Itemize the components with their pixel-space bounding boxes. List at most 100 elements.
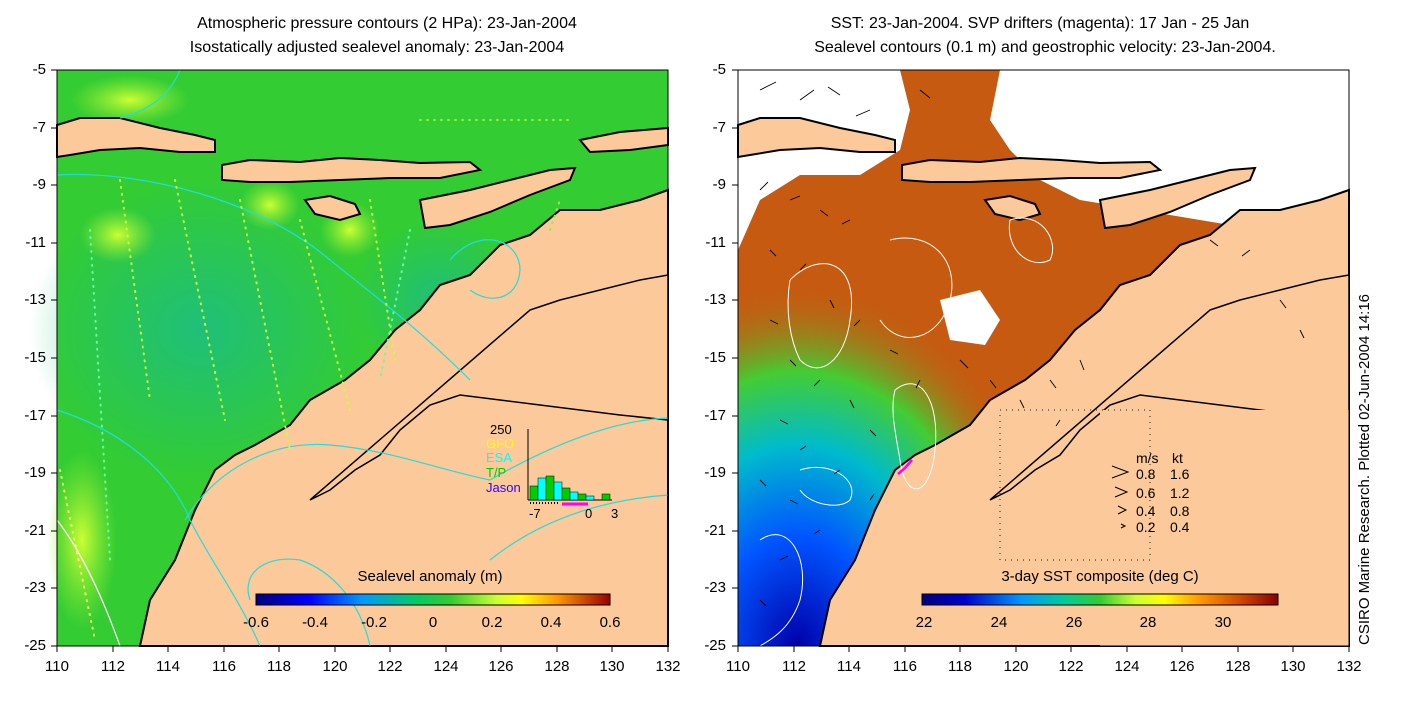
right-x-tick-label: 116: [893, 658, 917, 675]
plot-credit-note: CSIRO Marine Research. Plotted 02-Jun-20…: [1356, 293, 1373, 645]
inset-bar: [569, 491, 579, 501]
left-high-anomaly-region-5: [70, 75, 190, 125]
altimeter-track-esa-1: [89, 229, 111, 561]
right-x-tick-label: 114: [837, 658, 861, 675]
right-x-tick-label: 130: [1280, 658, 1306, 675]
velocity-legend-arrow-04: [1117, 505, 1128, 515]
left-x-tick-label: 130: [599, 658, 625, 675]
left-x-tick-label: 118: [267, 658, 291, 675]
velocity-legend-arrow-06: [1114, 486, 1129, 498]
left-x-tick-label: 112: [101, 658, 125, 675]
right-cloud-mask-north: [738, 70, 910, 250]
left-colorbar-tick: -0.4: [302, 614, 328, 631]
left-y-tick-label: -25: [24, 637, 46, 654]
left-y-tick-label: -7: [32, 119, 46, 136]
velocity-legend-kt: 1.6: [1170, 466, 1190, 482]
left-y-tick-label: -11: [25, 234, 46, 251]
inset-y-max-label: 250: [490, 422, 512, 437]
left-high-anomaly-region: [80, 207, 156, 263]
velocity-legend-ms: 0.6: [1136, 485, 1156, 501]
velocity-legend-ms: 0.4: [1136, 503, 1156, 519]
right-x-tick-label: 120: [1003, 658, 1029, 675]
inset-legend-esa: ESA: [486, 450, 513, 465]
left-pressure-contour-1: [56, 173, 471, 381]
left-pressure-contour-5: [247, 558, 371, 647]
inset-bar: [529, 485, 539, 501]
velocity-legend-header-ms: m/s: [1136, 450, 1159, 466]
left-colorbar-label: Sealevel anomaly (m): [357, 568, 503, 585]
right-y-tick-label: -11: [705, 234, 726, 251]
altimeter-track-gfo-1: [119, 179, 151, 401]
right-colorbar: [921, 593, 1279, 606]
right-y-tick-label: -7: [712, 119, 726, 136]
right-land-islands: [901, 156, 1163, 183]
right-sealevel-contours: [759, 217, 1054, 647]
inset-legend-gfo: GFO: [486, 436, 515, 451]
altimeter-track-esa-2: [379, 229, 411, 381]
left-pressure-contour-8: [119, 69, 181, 119]
left-y-tick-label: -17: [24, 407, 46, 424]
right-colorbar-tick: 24: [990, 614, 1008, 631]
right-y-tick-label: -5: [712, 61, 726, 78]
right-y-tick-label: -9: [712, 176, 726, 193]
left-high-anomaly-region-3: [240, 180, 300, 230]
inset-legend-tp: T/P: [486, 465, 507, 480]
right-y-tick-label: -23: [704, 579, 726, 596]
sealevel-contour: [892, 383, 937, 490]
sealevel-contour: [799, 466, 853, 506]
right-land-mask: [1100, 410, 1349, 646]
left-colorbar-tick: 0.4: [540, 614, 562, 631]
right-x-tick-label: 124: [1114, 658, 1140, 675]
right-land-java: [737, 117, 896, 159]
velocity-legend-arrow-02: [1120, 523, 1127, 529]
left-colorbar-tick: 0.6: [599, 614, 621, 631]
right-colorbar-tick: 26: [1065, 614, 1083, 631]
velocity-arrow: [759, 81, 1305, 607]
left-high-anomaly-region-2: [47, 450, 117, 630]
left-x-tick-label: 124: [433, 658, 459, 675]
right-x-tick-label: 112: [782, 658, 806, 675]
inset-legend-jason: Jason: [486, 480, 521, 495]
left-x-ticks: [56, 646, 669, 652]
left-y-tick-label: -23: [24, 579, 46, 596]
right-x-tick-label: 110: [726, 658, 750, 675]
right-velocity-arrows: [759, 81, 1305, 607]
left-land-sumba: [303, 194, 362, 222]
altimeter-track-gfo-4: [299, 219, 351, 411]
altimeter-track-gfo-3: [239, 199, 291, 451]
inset-bar: [553, 481, 563, 501]
inset-x-tick: 3: [611, 506, 619, 521]
left-x-tick-label: 126: [488, 658, 514, 675]
right-axis-ticks: [732, 69, 1350, 652]
inset-x-tick: 0: [585, 506, 593, 521]
left-y-tick-label: -5: [32, 61, 46, 78]
inset-bar: [561, 487, 571, 501]
right-y-tick-label: -25: [704, 637, 726, 654]
altimeter-track-gfo-5: [369, 199, 396, 361]
left-x-tick-label: 132: [655, 658, 681, 675]
left-title-line2: Isostatically adjusted sealevel anomaly:…: [189, 39, 565, 56]
right-land-timor: [1098, 166, 1257, 230]
left-colorbar-tick: 0.2: [481, 614, 503, 631]
left-map-panel: [30, 69, 669, 647]
right-colorbar-tick: 22: [915, 614, 933, 631]
left-y-ticks: [51, 69, 57, 647]
left-pressure-contour-7: [56, 519, 121, 647]
left-pressure-contour-3: [56, 409, 261, 647]
right-colorbar-tick: 28: [1139, 614, 1157, 631]
velocity-legend-ms: 0.8: [1136, 466, 1156, 482]
left-colorbar-tick: -0.6: [243, 614, 269, 631]
right-x-ticks: [737, 646, 1350, 652]
right-land-kimberley: [989, 274, 1350, 501]
velocity-legend-ms: 0.2: [1136, 519, 1156, 535]
inset-bar: [601, 493, 611, 501]
right-x-tick-label: 132: [1336, 658, 1362, 675]
left-title-line1: Atmospheric pressure contours (2 HPa): 2…: [197, 15, 577, 32]
altimeter-track-tp-3: [549, 199, 561, 231]
left-colorbar: [255, 593, 611, 606]
left-x-tick-label: 122: [377, 658, 403, 675]
sealevel-contour: [759, 534, 804, 647]
velocity-legend-kt: 0.8: [1170, 503, 1190, 519]
right-land-sumba: [983, 194, 1042, 222]
